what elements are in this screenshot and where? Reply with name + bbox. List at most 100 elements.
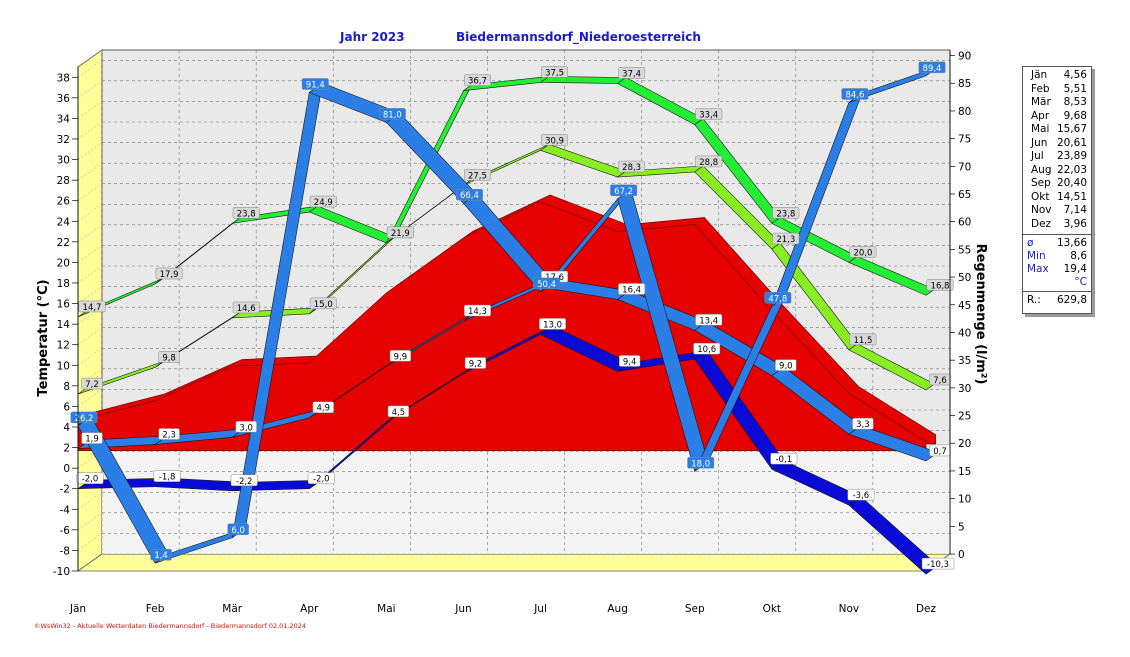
max-avg-label-box <box>849 333 877 346</box>
month-label: Mai <box>1031 123 1050 135</box>
max-avg-data-label: 9,8 <box>158 351 180 363</box>
max-avg-label-text: 21,3 <box>776 235 795 245</box>
min-avg-label-text: 10,6 <box>697 345 716 355</box>
monthly-mean-row: Jän 4,56 <box>1023 69 1091 83</box>
y2-tick-label: 0 <box>958 549 965 561</box>
y2-tick-label: 15 <box>958 466 971 478</box>
min-avg-label-text: -1,8 <box>159 473 176 483</box>
month-label: Nov <box>1031 204 1052 216</box>
min-avg-label-text: 4,5 <box>392 408 406 418</box>
x-tick-label: Nov <box>839 603 860 615</box>
min-avg-data-label: -3,6 <box>847 488 875 501</box>
rain-label-text: 67,2 <box>614 187 633 197</box>
summary-max-value: 19,4 <box>1063 263 1087 275</box>
mean-label-text: 3,0 <box>239 423 253 433</box>
max-avg-label-text: 7,6 <box>933 376 947 386</box>
max-abs-label-text: 23,8 <box>237 209 256 219</box>
rain-total-row: R.: 629,8 <box>1023 294 1091 308</box>
y-tick-label: 14 <box>57 319 71 331</box>
rain-label-box <box>378 108 406 120</box>
max-avg-label-box <box>158 351 180 363</box>
max-avg-label-text: 28,3 <box>622 163 641 173</box>
mean-label-box <box>852 417 874 430</box>
month-mean-value: 22,03 <box>1056 163 1087 176</box>
y2-tick-label: 20 <box>958 438 971 450</box>
x-tick-label: Mai <box>377 603 395 615</box>
chart-title-station: Biedermannsdorf_Niederoesterreich <box>456 30 701 45</box>
max-avg-data-label: 28,8 <box>695 155 723 168</box>
max-abs-data-label: 14,7 <box>78 300 106 313</box>
y-tick-label: 36 <box>57 93 71 105</box>
max-avg-label-box <box>81 377 103 390</box>
max-abs-label-text: 24,9 <box>314 198 333 208</box>
y-tick-label: 28 <box>57 175 70 187</box>
rain-data-label: 81,0 <box>378 108 406 120</box>
max-abs-data-label: 24,9 <box>309 195 337 208</box>
min-avg-label-box <box>847 488 875 501</box>
mean-label-text: 9,0 <box>779 362 793 372</box>
mean-data-label: 9,0 <box>775 359 797 372</box>
month-label: Dez <box>1031 217 1052 230</box>
x-tick-label: Jän <box>69 603 86 615</box>
monthly-mean-panel: Jän 4,56 Feb 5,51 Mär 8,53 Apr 9,68 Mai 15,67 Jun 2… <box>1022 66 1092 314</box>
monthly-mean-row: Dez 3,96 <box>1023 218 1091 232</box>
max-abs-data-label: 37,4 <box>618 67 646 79</box>
y2-tick-label: 80 <box>958 106 971 118</box>
grid-side <box>77 533 103 551</box>
max-abs-data-label: 33,4 <box>695 108 723 121</box>
mean-label-text: 3,3 <box>856 420 870 430</box>
rain-data-label: 18,0 <box>687 457 715 469</box>
rain-label-text: 47,8 <box>768 294 787 304</box>
monthly-mean-row: Mär 8,53 <box>1023 96 1091 110</box>
min-avg-data-label: 10,6 <box>693 342 721 355</box>
max-avg-data-label: 27,5 <box>464 169 491 181</box>
y2-tick-label: 45 <box>958 300 971 312</box>
x-tick-label: Mär <box>222 603 242 615</box>
monthly-mean-row: Okt 14,51 <box>1023 191 1091 205</box>
max-avg-data-label: 21,3 <box>772 232 800 245</box>
rain-label-text: 89,4 <box>923 64 942 74</box>
monthly-mean-row: Feb 5,51 <box>1023 83 1091 97</box>
grid-side <box>77 265 103 284</box>
rain-label-text: 84,6 <box>845 90 864 100</box>
rain-label-text: 50,4 <box>537 280 556 290</box>
max-abs-label-text: 16,8 <box>931 281 950 291</box>
mean-data-label: 13,4 <box>695 314 723 326</box>
y-tick-label: 32 <box>57 134 70 146</box>
mean-data-label: 4,9 <box>312 401 334 414</box>
mean-data-label: 3,0 <box>235 421 257 433</box>
summary-unit: °C <box>1074 276 1087 288</box>
max-abs-label-text: 37,4 <box>622 69 641 79</box>
max-avg-label-box <box>232 301 260 314</box>
chart-title-year: Jahr 2023 <box>339 30 405 44</box>
y-tick-label: -6 <box>60 525 71 537</box>
summary-max-row: Max 19,4 <box>1023 263 1091 276</box>
max-avg-data-label: 21,9 <box>386 226 414 239</box>
rain-label-box <box>764 292 792 304</box>
max-avg-data-label: 7,2 <box>81 377 103 390</box>
y-tick-label: 10 <box>57 360 70 372</box>
max-abs-label-box <box>926 279 954 291</box>
max-avg-label-text: 21,9 <box>391 229 410 239</box>
summary-min-value: 8,6 <box>1070 250 1087 262</box>
y-tick-label: 6 <box>63 401 70 413</box>
y-tick-label: 38 <box>57 72 70 84</box>
grid-side <box>77 389 103 407</box>
rain-data-label: 6,0 <box>227 523 249 536</box>
y-tick-label: 12 <box>57 340 70 352</box>
min-avg-label-box <box>307 472 335 484</box>
rain-label-text: 6,0 <box>231 526 245 536</box>
rain-data-label: 67,2 <box>610 184 638 197</box>
grid-side <box>77 121 103 140</box>
rain-label-text: 81,0 <box>383 110 402 120</box>
rain-total-label: R.: <box>1027 294 1041 306</box>
rain-label-box <box>533 277 560 290</box>
y2-tick-label: 75 <box>958 134 971 146</box>
y-tick-label: 22 <box>57 237 70 249</box>
mean-label-text: 9,9 <box>394 352 408 362</box>
rain-label-box <box>841 88 869 100</box>
summary-max-label: Max <box>1027 263 1049 275</box>
mean-label-box <box>235 421 257 433</box>
x-tick-label: Apr <box>300 603 319 615</box>
summary-min-label: Min <box>1027 250 1046 262</box>
